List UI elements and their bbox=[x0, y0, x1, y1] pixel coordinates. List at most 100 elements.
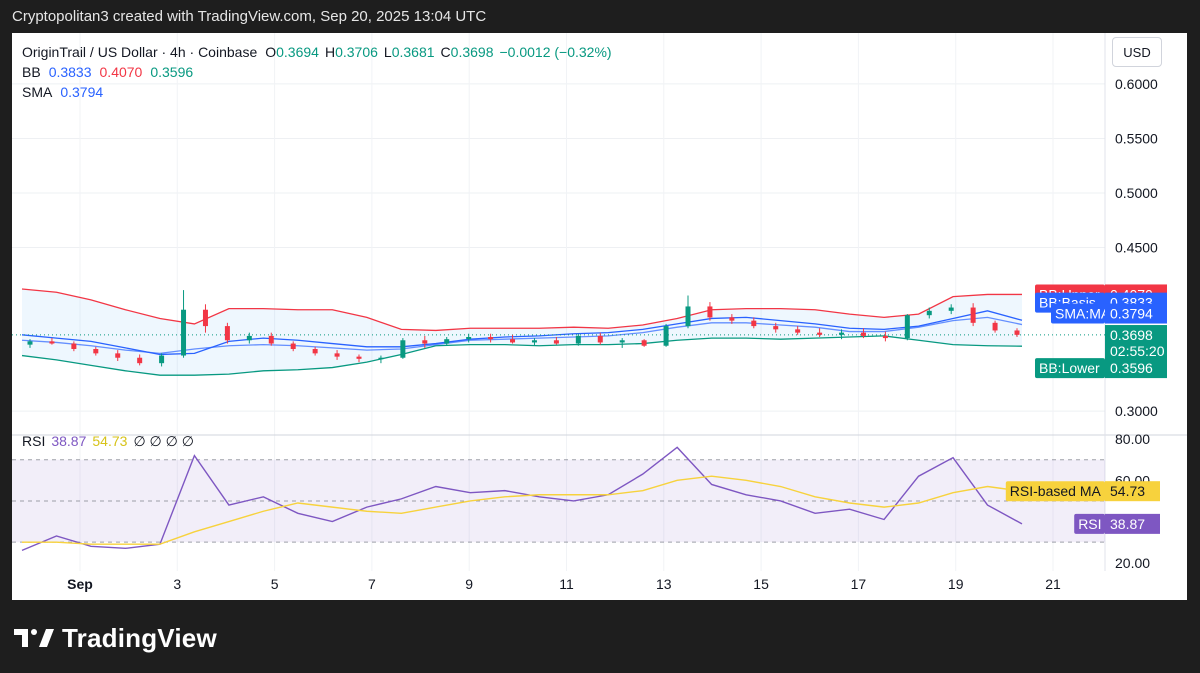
candle-body bbox=[422, 340, 428, 344]
candle-body bbox=[312, 349, 318, 354]
price-tag-value: 0.3794 bbox=[1110, 306, 1153, 322]
legend-ohlc-key: H bbox=[325, 44, 335, 60]
candle-body bbox=[27, 341, 33, 345]
price-tag-label-bg bbox=[1035, 358, 1105, 379]
legend-ohlc-key: O bbox=[265, 44, 276, 60]
price-tag-countdown: 02:55:20 bbox=[1110, 343, 1165, 359]
legend-bb-value: 0.3596 bbox=[150, 64, 193, 80]
candle-body bbox=[839, 332, 845, 335]
price-tag-label: SMA:MA bbox=[1055, 306, 1111, 322]
candle-body bbox=[707, 306, 713, 318]
candle-body bbox=[553, 340, 559, 344]
legend-symbol: OriginTrail / US Dollar · 4h · Coinbase bbox=[22, 44, 257, 60]
candle-body bbox=[685, 306, 691, 327]
price-tag-value-bg bbox=[1105, 358, 1167, 379]
candle-body bbox=[290, 343, 296, 349]
legend-bb-value: 0.3833 bbox=[49, 64, 92, 80]
candle-body bbox=[49, 341, 55, 344]
rsi-tag-value: 38.87 bbox=[1110, 516, 1145, 532]
time-tick-label: Sep bbox=[67, 576, 93, 592]
time-tick-label: 11 bbox=[559, 576, 574, 592]
price-tag-value: 0.3596 bbox=[1110, 360, 1153, 376]
candle-body bbox=[71, 343, 77, 349]
bb-upper-line bbox=[21, 288, 1022, 332]
candle-body bbox=[597, 335, 603, 343]
bb-lower-line bbox=[21, 335, 1023, 376]
indicator-lines bbox=[12, 288, 1105, 376]
rsi-tag-label: RSI-based MA bbox=[1010, 483, 1102, 499]
chart-frame: USD 0.6000 0.5500 0.5000 0.4500 0.3000 80.00 6… bbox=[12, 33, 1187, 600]
axes: 0.60000.55000.50000.45000.300080.0060.00… bbox=[67, 76, 1158, 592]
legend-change: −0.0012 (−0.32%) bbox=[499, 44, 611, 60]
rsi-tag-label-bg bbox=[1005, 481, 1105, 502]
price-tag-label-bg bbox=[1051, 303, 1105, 324]
legend-ohlc-value: 0.3698 bbox=[451, 44, 494, 60]
candle-body bbox=[619, 340, 625, 343]
price-tick-label: 0.4500 bbox=[1115, 240, 1158, 256]
candle-body bbox=[773, 326, 779, 330]
bb-band-area bbox=[22, 289, 1022, 376]
rsi-tick-label: 80.00 bbox=[1115, 431, 1150, 447]
candle-body bbox=[378, 357, 384, 360]
price-tick-label: 0.3000 bbox=[1115, 403, 1158, 419]
price-tag-label: BB:Lower bbox=[1039, 360, 1100, 376]
legend-ohlc-key: C bbox=[441, 44, 451, 60]
candle-body bbox=[795, 329, 801, 333]
time-tick-label: 3 bbox=[173, 576, 181, 592]
sma-line bbox=[21, 316, 1023, 355]
candle-body bbox=[882, 335, 888, 339]
candle-body bbox=[531, 340, 537, 343]
legend-bb-value: 0.4070 bbox=[100, 64, 143, 80]
candle-body bbox=[334, 353, 340, 357]
candle-body bbox=[992, 322, 998, 331]
candle-body bbox=[948, 307, 954, 311]
legend-sma-value: 0.3794 bbox=[60, 84, 103, 100]
candle-body bbox=[729, 317, 735, 321]
price-tags: BB:Upper0.4070BB:Basis0.3833SMA:MA0.3794… bbox=[1005, 284, 1167, 534]
rsi-tag-value-bg bbox=[1105, 481, 1160, 502]
legend-rsi-extra: ∅ ∅ ∅ ∅ bbox=[133, 433, 193, 449]
time-tick-label: 7 bbox=[368, 576, 376, 592]
candle-body bbox=[488, 337, 494, 340]
price-tick-label: 0.5500 bbox=[1115, 130, 1158, 146]
candle-body bbox=[93, 349, 99, 354]
legend-rsi-label: RSI bbox=[22, 433, 45, 449]
candle-body bbox=[663, 326, 669, 346]
price-tag-value: 0.3698 bbox=[1110, 327, 1153, 343]
time-tick-label: 5 bbox=[271, 576, 279, 592]
legend-ohlc-key: L bbox=[384, 44, 392, 60]
legend: OriginTrail / US Dollar · 4h · Coinbase O… bbox=[22, 44, 612, 449]
candle-body bbox=[400, 340, 406, 358]
candle-body bbox=[1014, 330, 1020, 335]
candle-body bbox=[575, 335, 581, 344]
legend-rsi-value: 54.73 bbox=[92, 433, 127, 449]
brand-name: TradingView bbox=[62, 622, 217, 653]
candle-body bbox=[115, 353, 121, 358]
legend-bb-label: BB bbox=[22, 64, 41, 80]
rsi-tag-label: RSI bbox=[1078, 516, 1101, 532]
chart-canvas[interactable]: 0.60000.55000.50000.45000.300080.0060.00… bbox=[12, 33, 1187, 600]
time-tick-label: 21 bbox=[1045, 576, 1061, 592]
candle-body bbox=[970, 307, 976, 323]
currency-button[interactable]: USD bbox=[1112, 37, 1162, 67]
candle-body bbox=[181, 309, 187, 356]
legend-ohlc-value: 0.3706 bbox=[335, 44, 378, 60]
legend-rsi-value: 38.87 bbox=[51, 433, 86, 449]
price-tick-label: 0.5000 bbox=[1115, 185, 1158, 201]
chart-caption: Cryptopolitan3 created with TradingView.… bbox=[12, 8, 487, 25]
candle-body bbox=[817, 332, 823, 335]
price-tick-label: 0.6000 bbox=[1115, 76, 1158, 92]
rsi-tag-value: 54.73 bbox=[1110, 483, 1145, 499]
candle-body bbox=[904, 315, 910, 339]
candle-body bbox=[510, 339, 516, 343]
candle-body bbox=[641, 340, 647, 346]
candle-body bbox=[246, 335, 252, 341]
time-tick-label: 9 bbox=[465, 576, 473, 592]
candlesticks bbox=[27, 290, 1020, 367]
candle-body bbox=[860, 332, 866, 336]
rsi-tag-label-bg bbox=[1074, 513, 1105, 534]
legend-ohlc-value: 0.3681 bbox=[392, 44, 435, 60]
time-tick-label: 13 bbox=[656, 576, 672, 592]
rsi-ma-line bbox=[22, 475, 1023, 545]
tradingview-logo[interactable]: TradingView bbox=[14, 622, 217, 654]
